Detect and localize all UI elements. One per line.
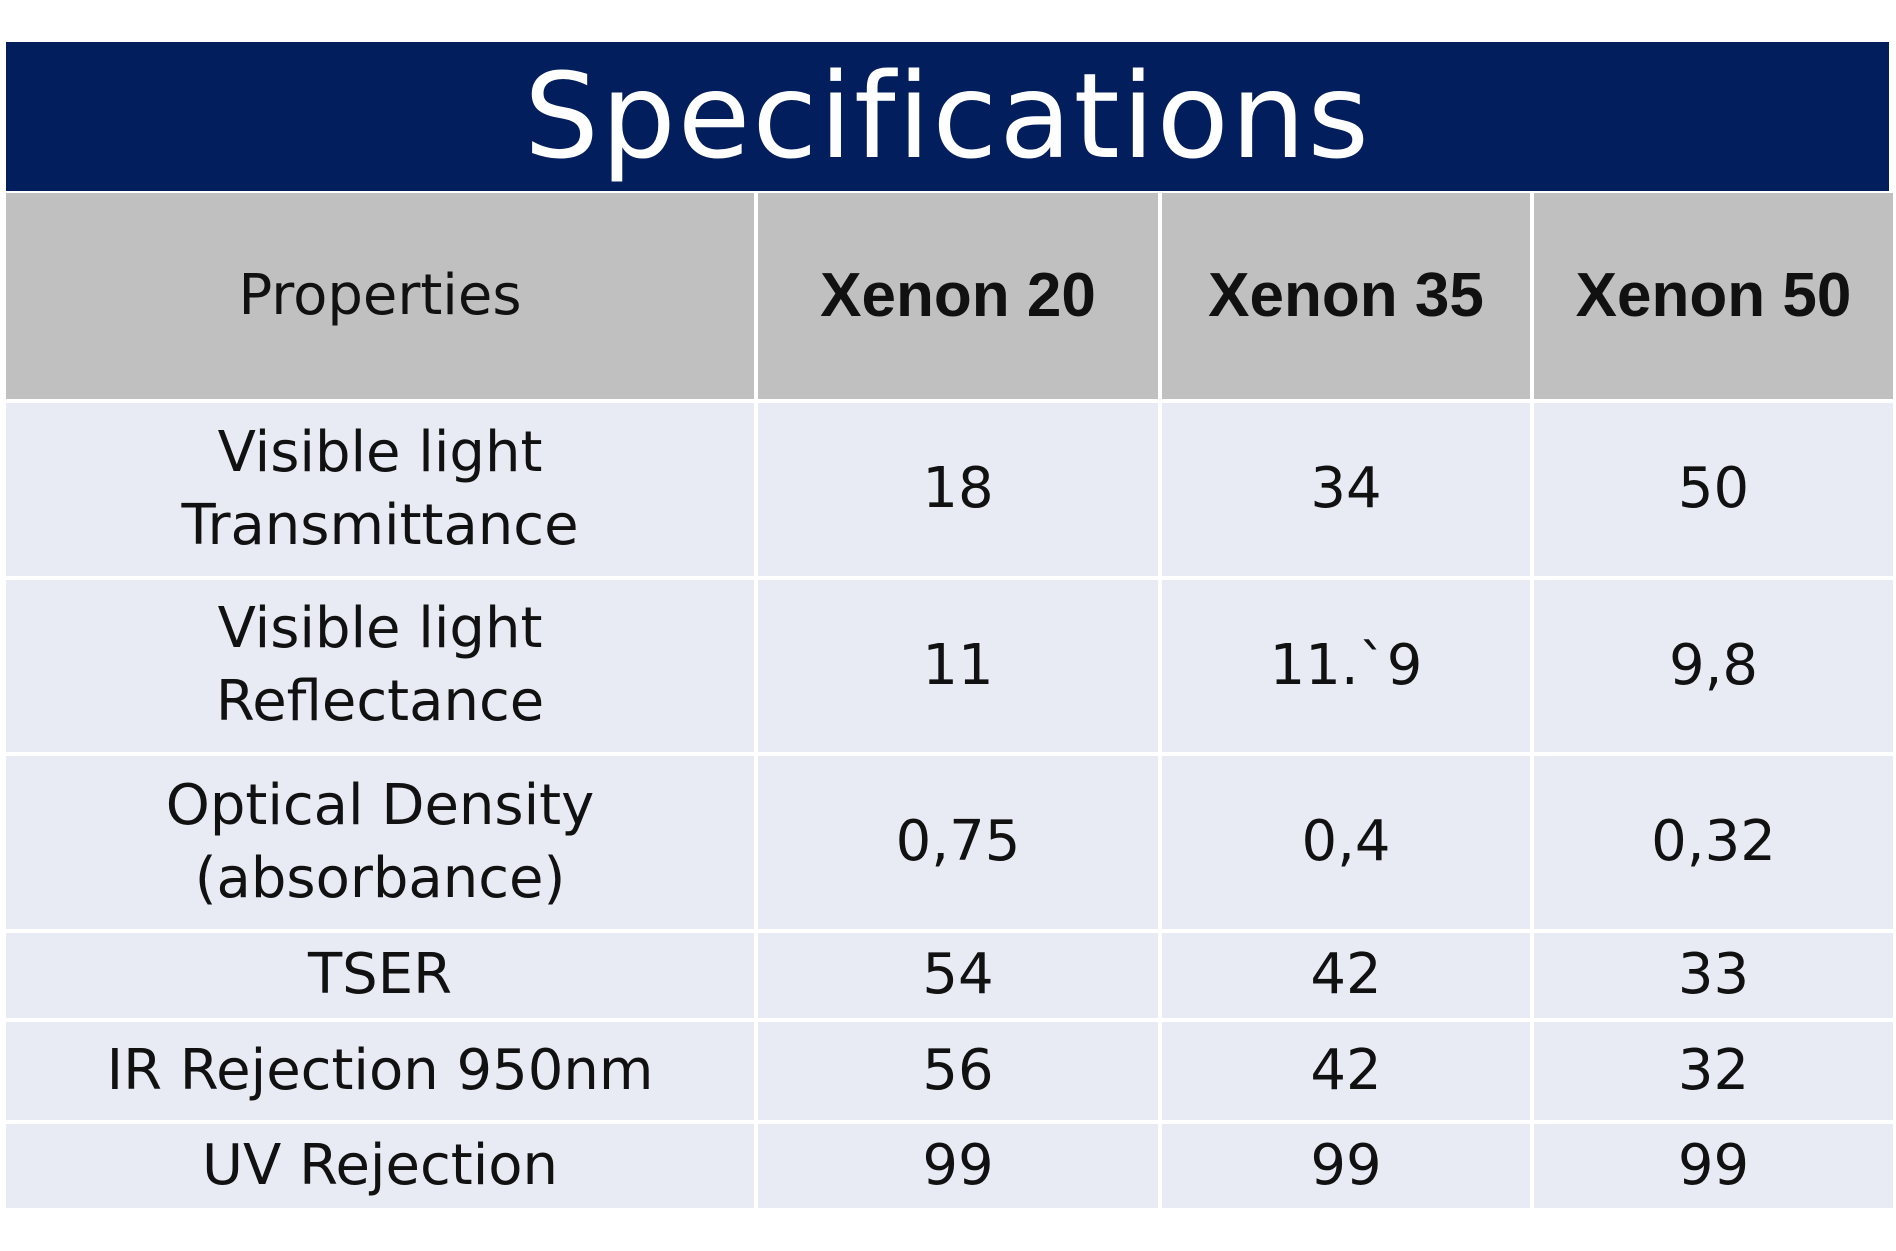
table-row: Visible light Transmittance 18 34 50 <box>6 403 1893 576</box>
property-cell: UV Rejection <box>6 1124 754 1208</box>
value-cell: 54 <box>758 933 1158 1018</box>
value-cell: 34 <box>1162 403 1530 576</box>
header-cell: Properties <box>6 193 754 399</box>
model-header: Xenon 20 <box>758 193 1158 399</box>
property-cell: IR Rejection 950nm <box>6 1022 754 1120</box>
property-cell: TSER <box>6 933 754 1018</box>
value-cell: 11.`9 <box>1162 580 1530 752</box>
value-cell: 99 <box>1162 1124 1530 1208</box>
property-cell: Visible light Transmittance <box>6 403 754 576</box>
value-cell: 18 <box>758 403 1158 576</box>
value-cell: 0,75 <box>758 756 1158 929</box>
value-cell: 42 <box>1162 1022 1530 1120</box>
table-row: TSER 54 42 33 <box>6 933 1893 1018</box>
value-cell: 50 <box>1534 403 1893 576</box>
header-row: Properties Xenon 20 Xenon 35 Xenon 50 <box>6 193 1893 399</box>
value-cell: 99 <box>1534 1124 1893 1208</box>
value-cell: 99 <box>758 1124 1158 1208</box>
value-cell: 32 <box>1534 1022 1893 1120</box>
property-cell: Optical Density (absorbance) <box>6 756 754 929</box>
value-cell: 56 <box>758 1022 1158 1120</box>
model-header: Xenon 35 <box>1162 193 1530 399</box>
value-cell: 9,8 <box>1534 580 1893 752</box>
title-banner: Specifications <box>6 42 1889 191</box>
value-cell: 0,4 <box>1162 756 1530 929</box>
table-row: IR Rejection 950nm 56 42 32 <box>6 1022 1893 1120</box>
value-cell: 42 <box>1162 933 1530 1018</box>
table-row: Visible light Reflectance 11 11.`9 9,8 <box>6 580 1893 752</box>
property-cell: Visible light Reflectance <box>6 580 754 752</box>
value-cell: 0,32 <box>1534 756 1893 929</box>
table-row: UV Rejection 99 99 99 <box>6 1124 1893 1208</box>
model-header: Xenon 50 <box>1534 193 1893 399</box>
table-row: Optical Density (absorbance) 0,75 0,4 0,32 <box>6 756 1893 929</box>
value-cell: 33 <box>1534 933 1893 1018</box>
spec-table: Properties Xenon 20 Xenon 35 Xenon 50 Visibl… <box>2 189 1896 1212</box>
value-cell: 11 <box>758 580 1158 752</box>
